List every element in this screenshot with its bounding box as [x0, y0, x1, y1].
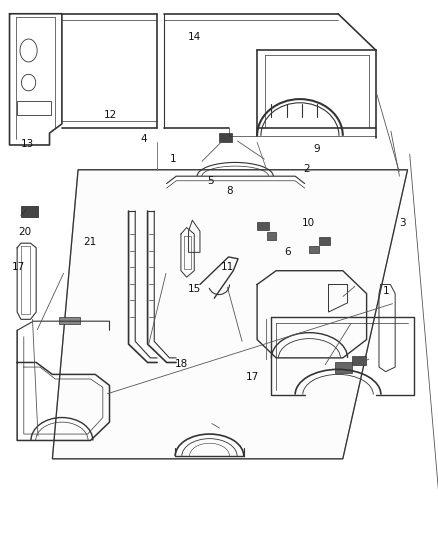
Text: 17: 17 [12, 262, 25, 272]
Bar [257, 222, 268, 230]
Text: 5: 5 [207, 176, 214, 186]
Text: 20: 20 [18, 228, 32, 237]
Text: 2: 2 [303, 164, 310, 174]
Text: 9: 9 [314, 144, 320, 154]
Text: 3: 3 [399, 217, 406, 228]
Text: 6: 6 [284, 247, 291, 257]
Text: 11: 11 [221, 262, 234, 272]
Bar [267, 232, 276, 239]
Text: 8: 8 [226, 186, 233, 196]
Bar [319, 237, 330, 245]
Bar [21, 206, 38, 217]
Text: 12: 12 [104, 110, 117, 120]
Text: 18: 18 [175, 359, 188, 369]
Text: 1: 1 [170, 154, 177, 164]
Text: 13: 13 [21, 139, 34, 149]
Bar [219, 133, 232, 142]
Bar [310, 246, 319, 253]
Text: 1: 1 [382, 286, 389, 296]
Bar [352, 356, 366, 365]
Text: 14: 14 [187, 31, 201, 42]
Text: 10: 10 [302, 217, 315, 228]
Bar [17, 101, 51, 115]
Text: 17: 17 [246, 372, 259, 382]
Bar [59, 317, 80, 324]
Text: 21: 21 [83, 237, 96, 247]
Text: 4: 4 [141, 134, 147, 144]
Bar [335, 362, 352, 374]
Polygon shape [53, 170, 407, 459]
Text: 15: 15 [187, 284, 201, 294]
